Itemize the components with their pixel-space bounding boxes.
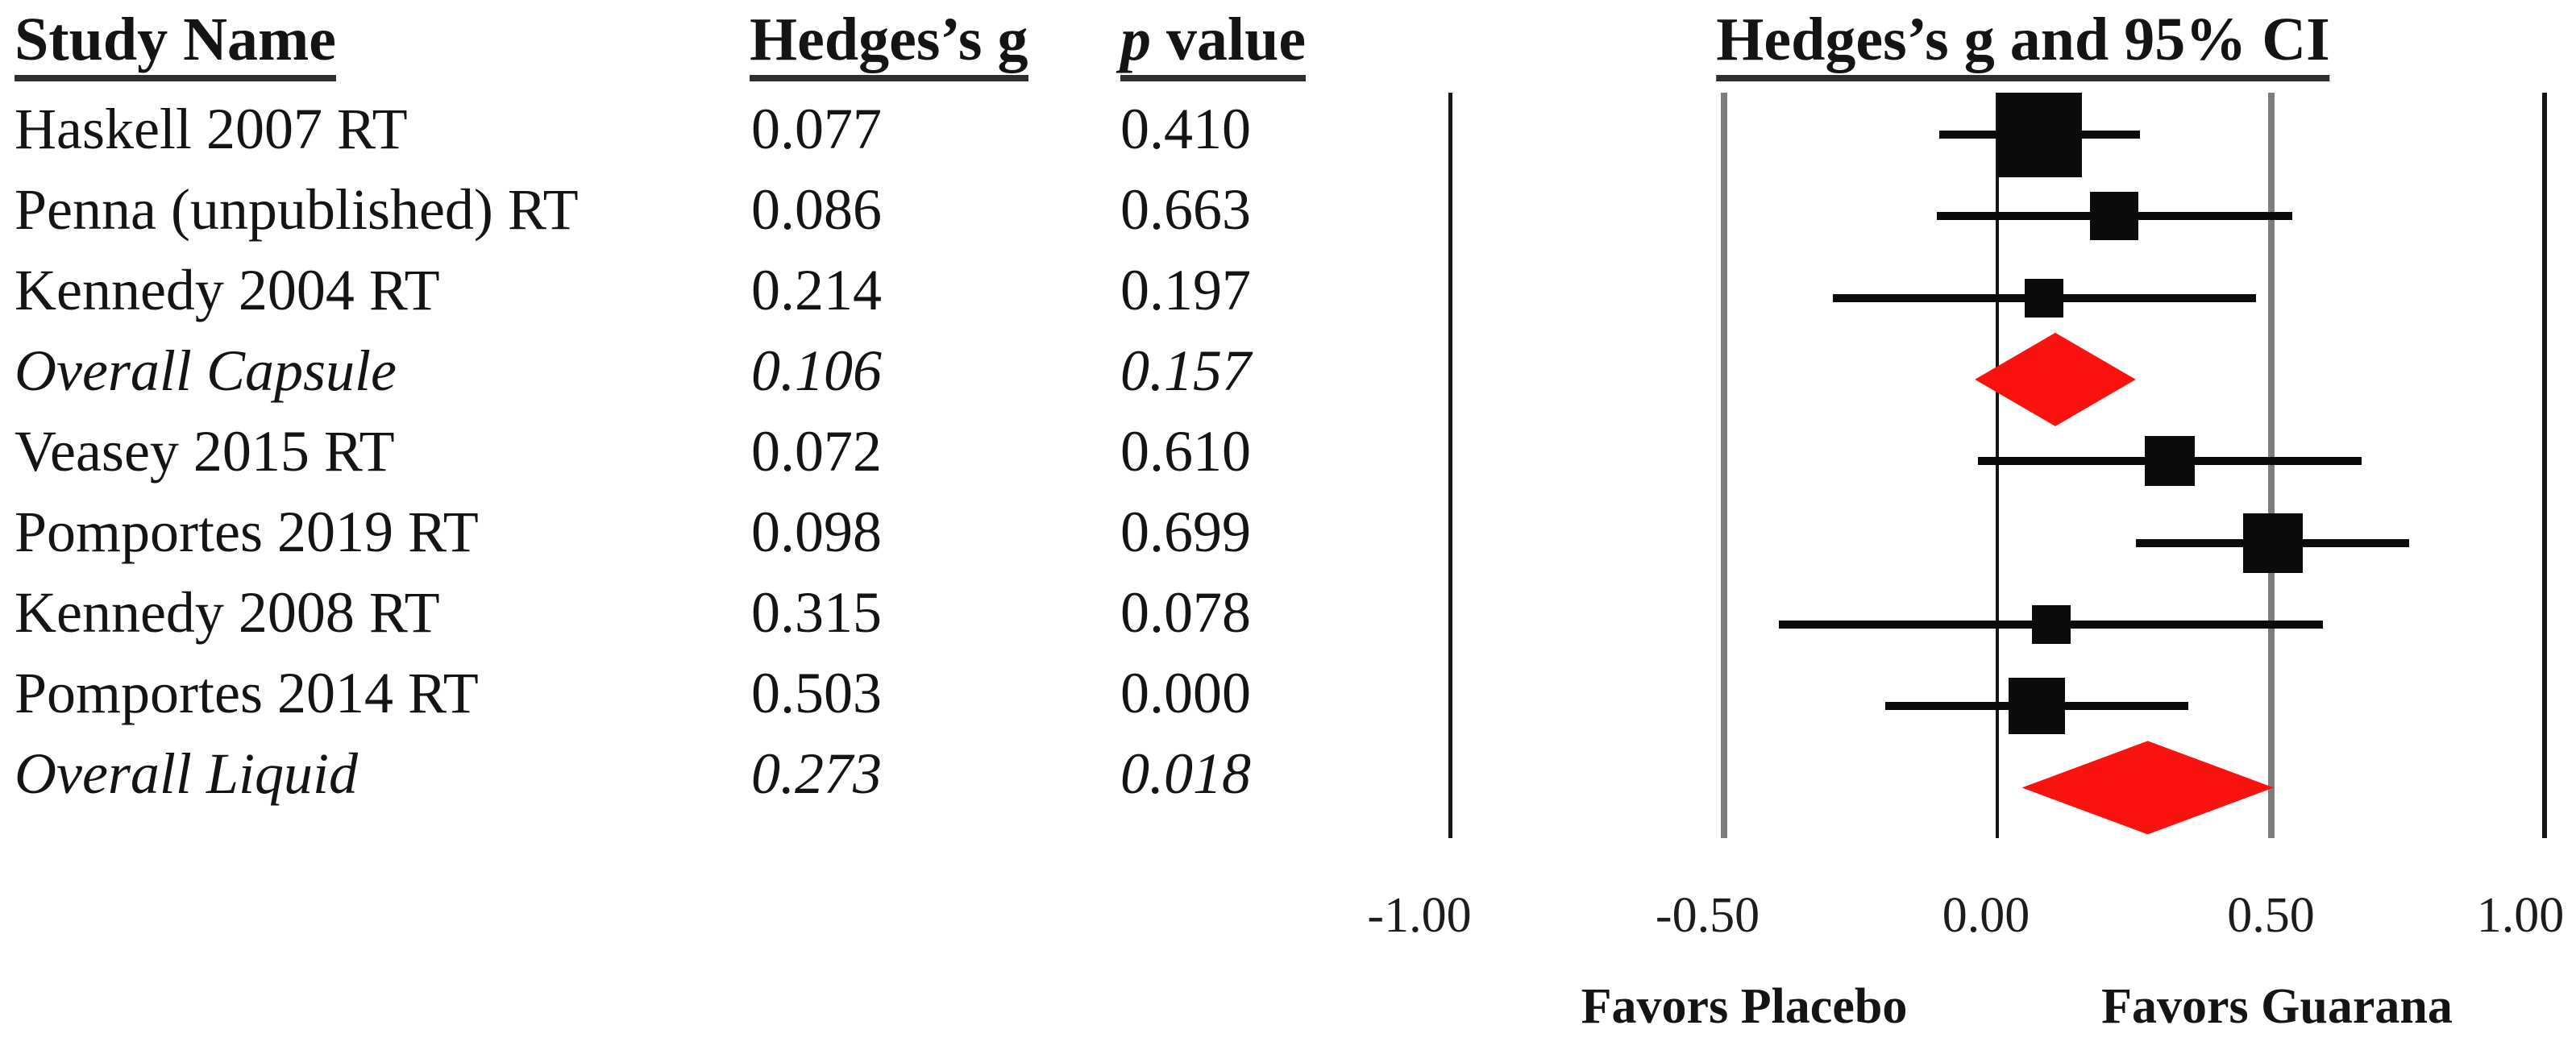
study-name-cell: Overall Liquid [15,741,358,806]
hedges-g-cell: 0.098 [751,500,882,564]
p-value-cell: 0.078 [1120,580,1251,645]
favors-guarana-label: Favors Guarana [2101,979,2453,1034]
study-name-cell: Haskell 2007 RT [15,97,408,161]
p-value-cell: 0.197 [1120,258,1251,322]
study-name-cell: Kennedy 2008 RT [15,580,440,645]
summary-diamond [1975,332,2136,426]
axis-tick-label: 0.50 [2227,888,2315,943]
hedges-g-cell: 0.503 [751,661,882,725]
effect-square [2242,513,2303,573]
table-row: Overall Liquid 0.273 0.018 [0,733,1419,814]
gridline--0.50 [1720,93,1727,838]
study-name-cell: Pomportes 2019 RT [15,500,479,564]
study-name-cell: Penna (unpublished) RT [15,177,579,242]
hedges-g-cell: 0.072 [751,419,882,484]
study-name-cell: Overall Capsule [15,338,397,403]
p-value-cell: 0.699 [1120,500,1251,564]
table-row: Haskell 2007 RT 0.077 0.410 [0,89,1419,169]
table-row: Penna (unpublished) RT 0.086 0.663 [0,169,1419,250]
gridline-0.00 [1996,93,1999,838]
table-row: Overall Capsule 0.106 0.157 [0,330,1419,411]
p-value-cell: 0.410 [1120,97,1251,161]
effect-square [2031,604,2071,644]
axis-tick-label: -0.50 [1655,888,1760,943]
hedges-g-cell: 0.315 [751,580,882,645]
p-value-header-italic-p: p [1120,6,1151,73]
hedges-g-cell: 0.273 [751,741,882,806]
p-value-header-rest: value [1151,6,1307,73]
effect-square [2025,278,2064,318]
study-name-cell: Kennedy 2004 RT [15,258,440,322]
axis-tick-label: -1.00 [1367,888,1472,943]
hedges-g-cell: 0.106 [751,338,882,403]
axis-tick-label: 0.00 [1942,888,2030,943]
effect-square [1996,92,2082,177]
hedges-g-cell: 0.214 [751,258,882,322]
gridline--1.00 [1448,93,1452,838]
p-value-cell: 0.157 [1120,338,1251,403]
table-row: Pomportes 2019 RT 0.098 0.699 [0,492,1419,572]
p-value-cell: 0.610 [1120,419,1251,484]
table-row: Veasey 2015 RT 0.072 0.610 [0,411,1419,492]
plot-title: Hedges’s g and 95% CI [1716,7,2330,81]
column-header-hedges-g: Hedges’s g [750,7,1028,81]
hedges-g-cell: 0.077 [751,97,882,161]
table-row: Kennedy 2008 RT 0.315 0.078 [0,572,1419,653]
p-value-cell: 0.000 [1120,661,1251,725]
hedges-g-cell: 0.086 [751,177,882,242]
gridline-0.50 [2267,93,2275,838]
p-value-cell: 0.018 [1120,741,1251,806]
effect-square [2008,678,2065,735]
study-name-cell: Pomportes 2014 RT [15,661,479,725]
gridline-1.00 [2542,93,2547,838]
p-value-cell: 0.663 [1120,177,1251,242]
effect-square [2090,192,2139,241]
study-name-cell: Veasey 2015 RT [15,419,395,484]
effect-square [2144,436,2195,487]
column-header-study-name: Study Name [15,7,337,81]
summary-diamond [2021,741,2274,835]
favors-placebo-label: Favors Placebo [1581,979,1908,1034]
column-header-p-value: p value [1120,6,1307,81]
table-row: Pomportes 2014 RT 0.503 0.000 [0,653,1419,733]
table-row: Kennedy 2004 RT 0.214 0.197 [0,250,1419,330]
axis-tick-label: 1.00 [2476,888,2565,943]
